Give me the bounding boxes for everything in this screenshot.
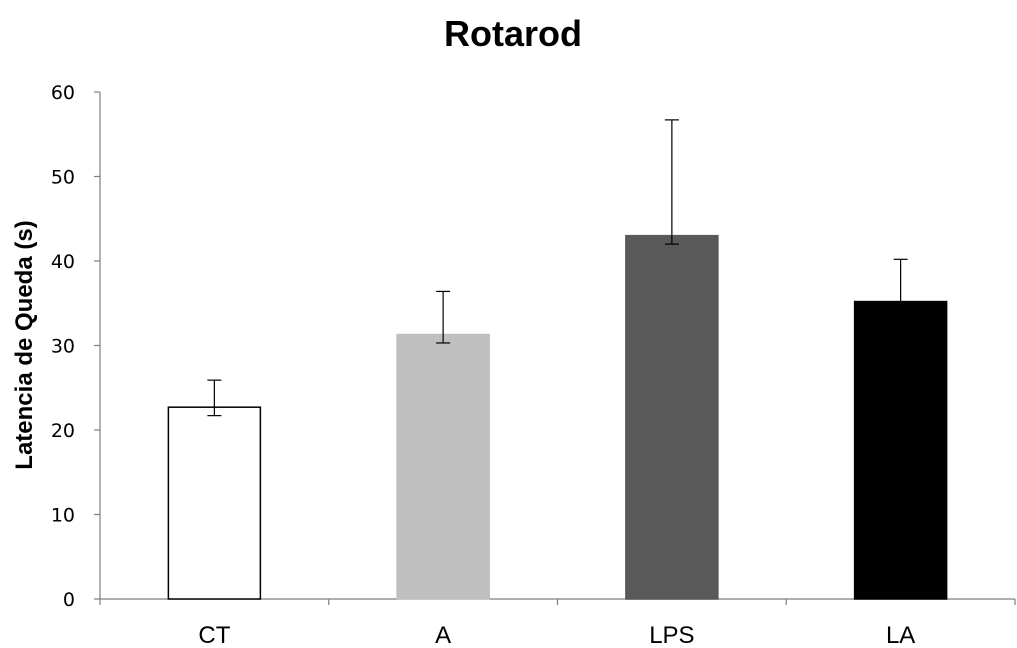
bar-lps xyxy=(625,234,719,600)
y-tick-label: 20 xyxy=(51,420,75,442)
x-tick-label: LA xyxy=(886,622,915,648)
bar-ct xyxy=(167,406,262,600)
x-tick-label: LPS xyxy=(649,622,694,648)
y-tick-label: 60 xyxy=(51,82,75,104)
chart-title: Rotarod xyxy=(444,13,582,54)
y-tick-label: 0 xyxy=(63,589,75,611)
y-tick-label: 10 xyxy=(51,505,75,527)
plot-area: 0 10 20 30 40 50 60 CT A LPS LA xyxy=(51,82,1016,648)
bar-la xyxy=(853,300,948,600)
y-axis-label: Latencia de Queda (s) xyxy=(11,220,38,469)
y-tick-label: 40 xyxy=(51,251,75,273)
bar-a xyxy=(396,333,490,600)
y-tick-label: 50 xyxy=(51,167,75,189)
x-tick-label: CT xyxy=(198,622,230,648)
y-tick-label: 30 xyxy=(51,336,75,358)
x-tick-label: A xyxy=(435,622,451,648)
